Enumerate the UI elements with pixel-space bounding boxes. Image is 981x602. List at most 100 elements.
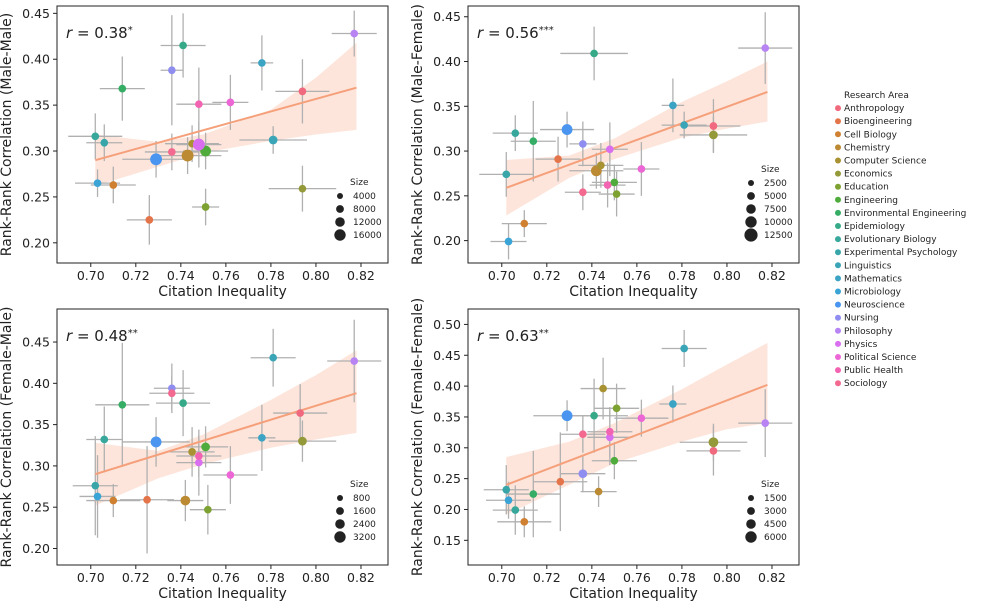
y-tick-label: 0.40	[433, 379, 461, 394]
x-tick-label: 0.72	[122, 570, 150, 585]
y-tick-label: 0.45	[22, 6, 50, 21]
x-tick-label: 0.70	[77, 268, 105, 283]
data-point	[529, 137, 538, 146]
legend-label: Experimental Psychology	[844, 248, 958, 258]
data-point	[180, 495, 191, 506]
data-point	[296, 409, 305, 417]
size-legend-label: 1500	[764, 494, 787, 504]
legend-marker	[835, 380, 841, 387]
data-point	[610, 456, 619, 465]
data-point	[502, 485, 511, 494]
x-tick-label: 0.70	[488, 570, 516, 585]
legend-label: Cell Biology	[844, 130, 898, 140]
legend-marker	[835, 327, 841, 334]
legend-marker	[835, 236, 841, 243]
size-legend-marker	[337, 495, 343, 501]
legend-marker	[835, 354, 841, 360]
data-point	[179, 41, 187, 50]
data-point	[93, 492, 102, 501]
data-point	[195, 100, 203, 109]
confidence-band	[506, 61, 768, 216]
data-point	[298, 436, 307, 446]
x-tick-label: 0.78	[257, 570, 285, 585]
x-axis-label: Citation Inequality	[569, 284, 698, 300]
y-tick-label: 0.30	[433, 440, 461, 455]
legend-marker	[835, 105, 841, 112]
size-legend-label: 16000	[353, 231, 382, 241]
data-point	[579, 430, 587, 439]
size-legend-marker	[747, 192, 755, 200]
size-legend-marker	[745, 216, 757, 228]
data-point	[594, 487, 603, 496]
legend-label: Neuroscience	[844, 301, 905, 311]
x-tick-label: 0.76	[212, 570, 240, 585]
data-point	[201, 442, 210, 452]
size-legend-marker	[748, 495, 754, 501]
size-legend-label: 3000	[764, 507, 787, 517]
data-point	[268, 135, 278, 145]
size-legend-label: 3200	[353, 533, 376, 543]
data-point	[669, 400, 677, 408]
legend-marker	[835, 209, 841, 216]
legend-marker	[835, 340, 841, 347]
data-point	[578, 469, 588, 479]
data-point	[561, 124, 573, 135]
legend-marker	[835, 223, 841, 229]
data-point	[145, 216, 154, 224]
data-point	[195, 458, 203, 467]
legend-label: Economics	[844, 170, 893, 180]
y-tick-label: 0.25	[22, 500, 50, 515]
x-tick-label: 0.70	[488, 268, 516, 283]
y-tick-label: 0.25	[433, 471, 461, 486]
data-point	[502, 170, 511, 179]
size-legend-marker	[335, 519, 345, 529]
y-axis-label: Rank-Rank Correlation (Male-Male)	[0, 13, 15, 256]
x-tick-label: 0.78	[668, 570, 696, 585]
legend-label: Education	[844, 183, 889, 193]
legend-label: Public Health	[844, 366, 903, 376]
y-tick-label: 0.25	[433, 188, 461, 203]
size-legend-marker	[335, 217, 345, 227]
legend-marker	[835, 118, 841, 125]
y-tick-label: 0.30	[22, 144, 50, 159]
size-legend-label: 12000	[353, 218, 382, 228]
y-tick-label: 0.35	[433, 99, 461, 114]
size-legend-title: Size	[761, 480, 780, 490]
legend-marker	[835, 170, 841, 177]
panel-2: 0.70 0.72 0.74 0.76 0.78 0.80 0.82 0.20 0.25 0.30…	[410, 4, 800, 300]
legend-label: Epidemiology	[844, 222, 906, 232]
legend-label: Philosophy	[844, 327, 893, 337]
correlation-annotation: r = 0.63**	[477, 327, 549, 345]
y-tick-label: 0.45	[433, 9, 461, 24]
confidence-band	[95, 42, 357, 186]
x-tick-label: 0.80	[713, 268, 741, 283]
data-point	[511, 129, 520, 137]
data-point	[226, 471, 235, 479]
data-point	[511, 506, 520, 514]
legend-label: Nursing	[844, 314, 879, 324]
y-tick-label: 0.35	[22, 98, 50, 113]
size-legend-title: Size	[350, 480, 369, 490]
legend-label: Physics	[844, 340, 878, 350]
x-axis-label: Citation Inequality	[158, 586, 287, 602]
x-tick-label: 0.74	[167, 268, 195, 283]
correlation-annotation: r = 0.48**	[66, 327, 138, 345]
y-axis-label: Rank-Rank Correlation (Female-Female)	[410, 298, 426, 576]
plot-frame	[467, 308, 800, 566]
data-point	[100, 435, 109, 444]
data-point	[612, 190, 621, 198]
size-legend-marker	[336, 205, 344, 213]
data-point	[637, 414, 646, 423]
size-legend-title: Size	[350, 178, 369, 188]
size-legend-label: 7500	[764, 205, 787, 215]
data-point	[109, 496, 118, 505]
data-point	[226, 98, 235, 107]
x-axis-label: Citation Inequality	[158, 284, 287, 300]
plot-frame	[56, 308, 389, 566]
panel-3: 0.70 0.72 0.74 0.76 0.78 0.80 0.82 0.20 0.25 0.30…	[0, 307, 389, 602]
data-point	[350, 357, 359, 365]
size-legend-label: 2400	[353, 520, 376, 530]
y-tick-label: 0.30	[433, 144, 461, 159]
regression-line	[505, 383, 768, 486]
legend-label: Microbiology	[844, 288, 902, 298]
